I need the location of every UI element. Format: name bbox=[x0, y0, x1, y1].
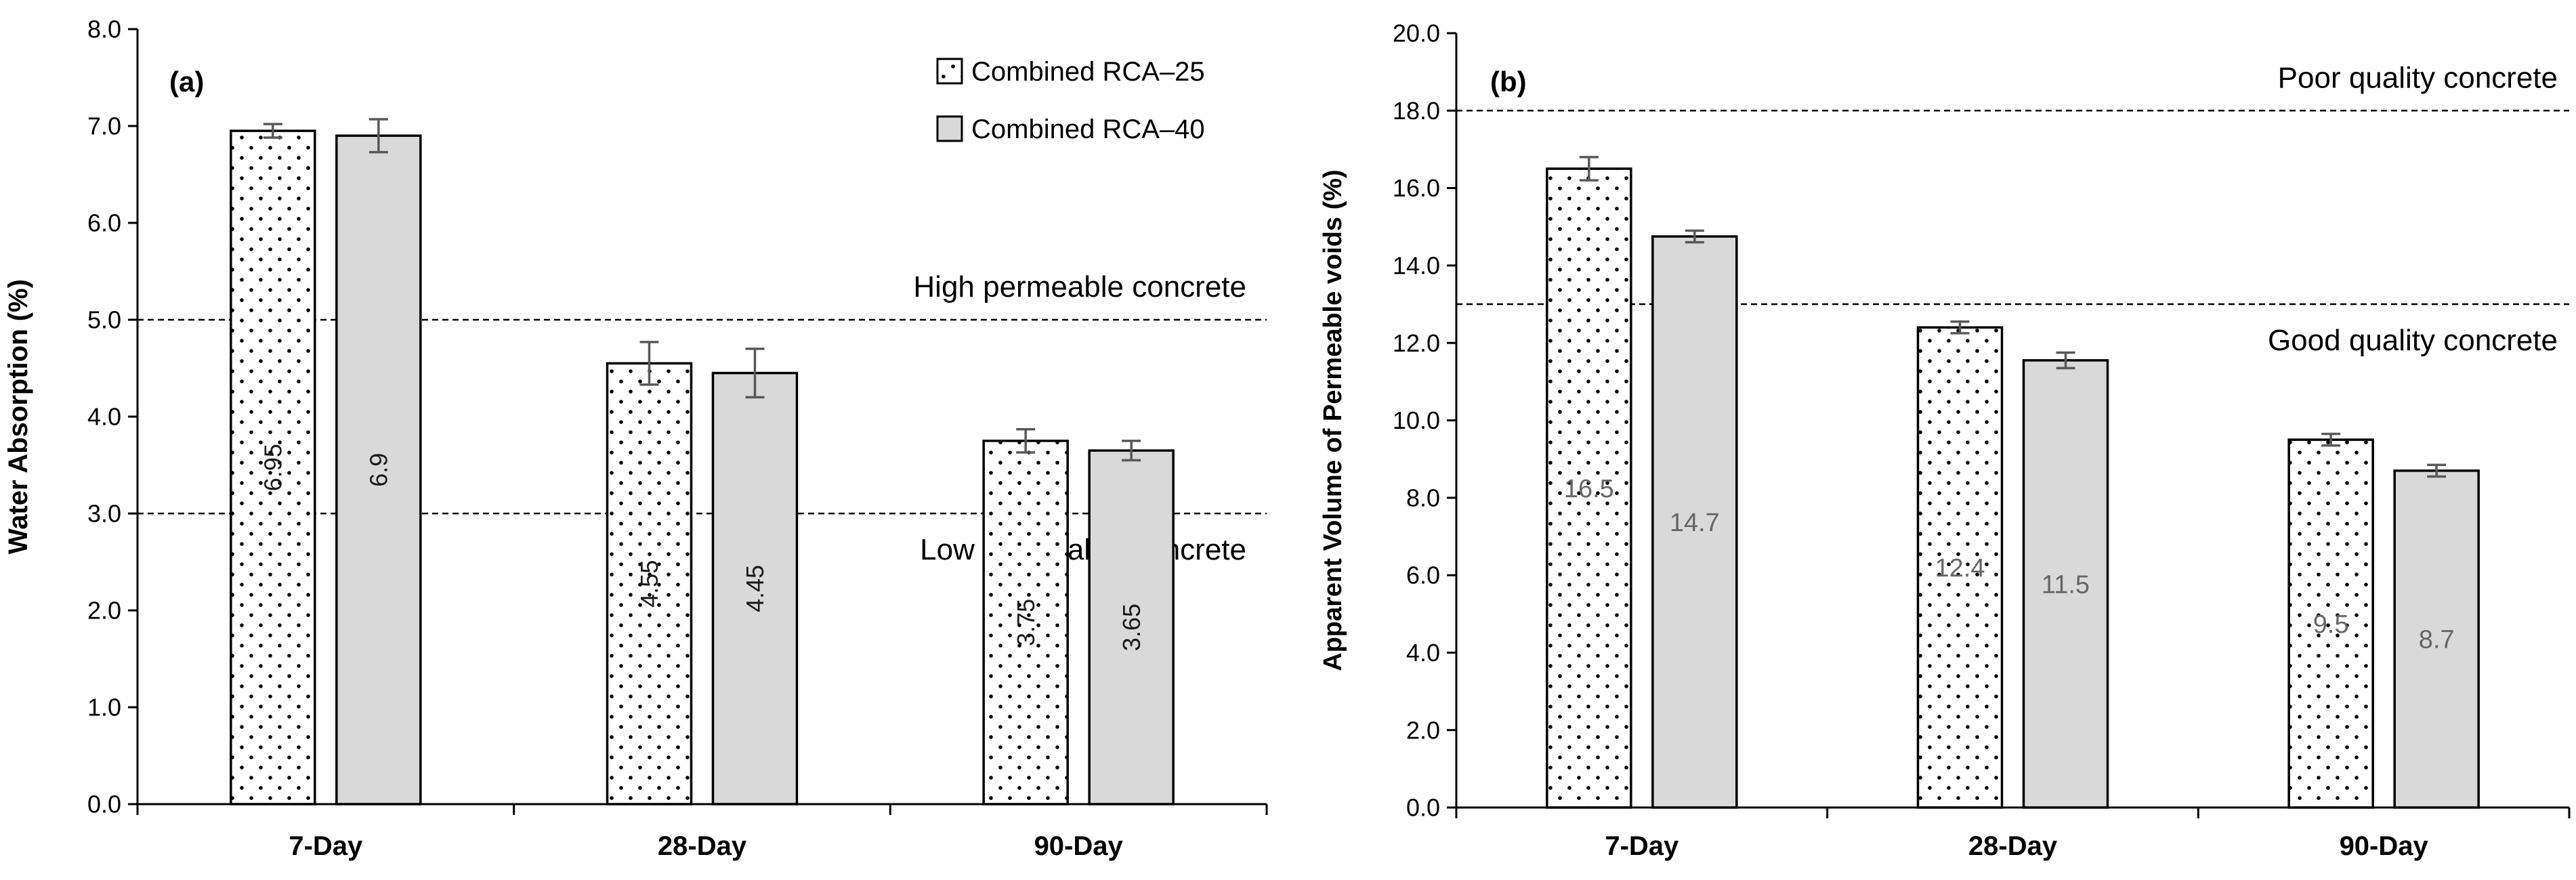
data-label: 11.5 bbox=[2042, 570, 2090, 599]
y-tick-label: 5.0 bbox=[87, 306, 121, 334]
data-label: 6.95 bbox=[259, 444, 287, 491]
y-tick-label: 6.0 bbox=[87, 209, 121, 237]
bar bbox=[1546, 167, 1632, 809]
legend-swatch bbox=[936, 58, 963, 85]
reference-line-label: Good quality concrete bbox=[2268, 324, 2558, 357]
panel-label: (b) bbox=[1490, 66, 1527, 98]
reference-line-label: Low permeable concrete bbox=[920, 533, 1246, 566]
y-tick-label: 10.0 bbox=[1393, 406, 1440, 434]
y-tick-label: 4.0 bbox=[87, 403, 121, 431]
panel-label: (a) bbox=[169, 66, 204, 98]
data-label: 8.7 bbox=[2419, 626, 2455, 654]
legend-label: Combined RCA–25 bbox=[971, 57, 1205, 87]
y-tick-label: 12.0 bbox=[1393, 329, 1440, 357]
data-label: 3.75 bbox=[1012, 599, 1040, 646]
bar bbox=[335, 134, 422, 805]
bar bbox=[982, 440, 1069, 805]
x-category-label: 90-Day bbox=[2340, 831, 2429, 861]
data-label: 6.9 bbox=[364, 453, 392, 487]
y-tick-label: 3.0 bbox=[87, 500, 121, 528]
bar bbox=[2287, 438, 2374, 809]
chart-panel-a: 0.0 1.0 2.0 3.0 4.0 5.0 6.0 7.0 8.0 7-Day 28-Day 90… bbox=[3, 16, 1268, 861]
y-tick-label: 16.0 bbox=[1393, 174, 1440, 202]
y-tick-label: 8.0 bbox=[1406, 484, 1440, 511]
y-tick-label: 1.0 bbox=[87, 694, 121, 721]
bar bbox=[711, 371, 799, 805]
y-tick-label: 14.0 bbox=[1393, 252, 1440, 280]
y-axis-title: Apparent Volume of Permeable voids (%) bbox=[1319, 169, 1347, 671]
y-tick-label: 2.0 bbox=[1406, 716, 1440, 744]
legend-label: Combined RCA–40 bbox=[971, 114, 1205, 144]
data-label: 4.55 bbox=[635, 560, 663, 608]
reference-line-label: Poor quality concrete bbox=[2278, 61, 2558, 94]
x-category-label: 28-Day bbox=[658, 831, 747, 861]
y-tick-label: 2.0 bbox=[87, 597, 121, 625]
legend-swatch bbox=[936, 115, 963, 142]
reference-line-label: High permeable concrete bbox=[913, 270, 1246, 303]
y-tick-label: 6.0 bbox=[1406, 562, 1440, 589]
bar bbox=[1916, 326, 2004, 809]
x-category-label: 90-Day bbox=[1034, 831, 1124, 861]
bar bbox=[2022, 359, 2109, 809]
y-tick-label: 4.0 bbox=[1406, 639, 1440, 667]
bar bbox=[606, 362, 693, 805]
data-label: 3.65 bbox=[1118, 604, 1145, 651]
x-category-label: 7-Day bbox=[289, 831, 363, 861]
bar bbox=[1088, 449, 1175, 805]
x-category-label: 28-Day bbox=[1968, 831, 2058, 861]
data-label: 12.4 bbox=[1935, 554, 1985, 583]
y-tick-label: 20.0 bbox=[1393, 20, 1440, 47]
data-label: 9.5 bbox=[2313, 610, 2349, 639]
data-label: 4.45 bbox=[741, 565, 769, 612]
data-label: 16.5 bbox=[1564, 475, 1614, 503]
y-tick-label: 0.0 bbox=[1406, 794, 1440, 822]
y-tick-label: 0.0 bbox=[87, 791, 121, 818]
y-axis-title: Water Absorption (%) bbox=[3, 279, 33, 554]
y-tick-label: 7.0 bbox=[87, 112, 121, 140]
chart-panel-b: 0.0 2.0 4.0 6.0 8.0 10.0 12.0 14.0 16.0 18.0 20.0 7… bbox=[1319, 20, 2571, 861]
y-tick-label: 18.0 bbox=[1393, 97, 1440, 125]
data-label: 14.7 bbox=[1670, 509, 1720, 537]
x-category-label: 7-Day bbox=[1605, 831, 1679, 861]
y-tick-label: 8.0 bbox=[87, 16, 121, 43]
